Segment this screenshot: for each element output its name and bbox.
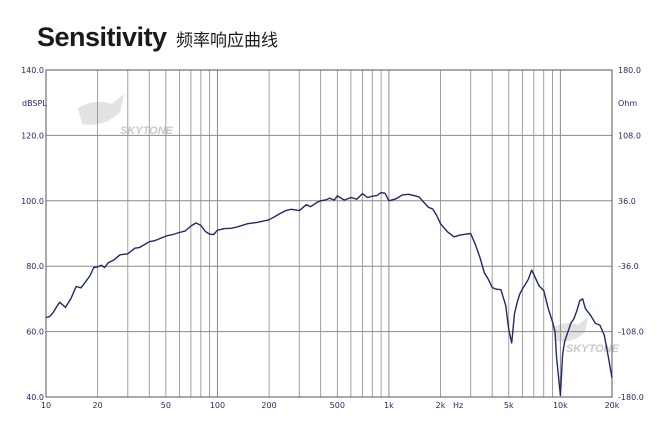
spl-curve-series	[45, 191, 613, 397]
y-tick-label: 60.0	[26, 328, 44, 337]
axis-ticks: 10 20 50 100 200 500 1k 2k 5k 10k 20k 40.0 60.0 80.0 1…	[21, 66, 644, 410]
y-tick-label: 40.0	[26, 393, 44, 402]
watermark-text-left: SKYTONE	[120, 125, 174, 137]
x-tick-label: 1k	[384, 401, 394, 410]
wolf-logo-icon-2	[552, 317, 588, 342]
y2-tick-label: -180.0	[618, 393, 644, 402]
y2-tick-label: 180.0	[618, 66, 641, 75]
watermark-left: SKYTONE	[78, 94, 174, 137]
x-axis-unit: Hz	[453, 401, 463, 410]
x-tick-label: 500	[330, 401, 345, 410]
x-tick-label: 10k	[553, 401, 568, 410]
y-tick-label: 80.0	[26, 262, 44, 271]
x-tick-label: 100	[210, 401, 225, 410]
watermark-right: SKYTONE	[552, 317, 620, 355]
y-tick-label: 120.0	[21, 131, 44, 140]
y2-tick-label: 108.0	[618, 131, 641, 140]
chart-subtitle: 频率响应曲线	[176, 31, 278, 51]
grid-lines	[46, 70, 612, 397]
x-tick-label: 50	[161, 401, 171, 410]
y-tick-label: 100.0	[21, 197, 44, 206]
y2-tick-label: -36.0	[618, 262, 639, 271]
y-axis-label: dBSPL	[22, 99, 47, 108]
plot-area-frame	[45, 69, 613, 398]
wolf-logo-icon	[78, 94, 124, 125]
y2-axis-label: Ohm	[618, 99, 637, 108]
x-tick-label: 5k	[504, 401, 514, 410]
x-tick-label: 20	[93, 401, 103, 410]
x-tick-label: 20k	[605, 401, 620, 410]
y-tick-label: 140.0	[21, 66, 44, 75]
x-tick-label: 200	[261, 401, 276, 410]
x-tick-label: 2k	[436, 401, 446, 410]
y2-tick-label: -108.0	[618, 328, 644, 337]
y2-tick-label: 36.0	[618, 197, 636, 206]
chart-title: Sensitivity	[37, 22, 167, 52]
x-tick-label: 10	[41, 401, 51, 410]
